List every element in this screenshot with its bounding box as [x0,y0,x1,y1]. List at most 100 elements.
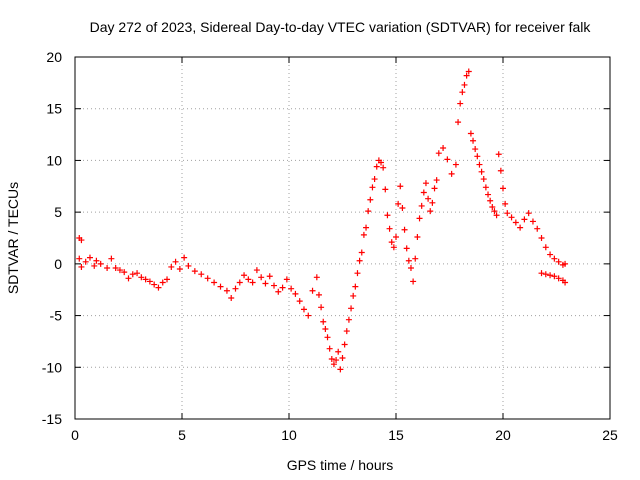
data-point [373,163,380,170]
data-point [358,249,365,256]
data-point [354,270,361,277]
data-point [292,290,299,297]
data-point [395,200,402,207]
data-point [525,210,532,217]
data-point [176,266,183,273]
data-point [76,255,83,262]
data-point [138,274,145,281]
data-point [296,298,303,305]
y-tick-label: 15 [46,101,62,117]
data-point [125,275,132,282]
data-point [345,316,352,323]
data-point [86,254,93,261]
data-point [386,225,393,232]
data-point [502,200,509,207]
y-tick-label: -10 [42,359,62,375]
y-tick-label: 20 [46,49,62,65]
data-point [155,284,162,291]
y-axis: -15 -10 -5 0 5 10 15 20 [42,49,610,427]
x-axis-title: GPS time / hours [287,457,394,473]
data-point [121,269,128,276]
data-point [529,218,536,225]
x-tick-label: 20 [495,427,511,443]
data-point [517,224,524,231]
data-point [397,183,404,190]
data-point [339,354,346,361]
data-point [91,262,98,269]
data-point [168,263,175,270]
y-tick-label: 10 [46,152,62,168]
data-point [350,292,357,299]
data-point [472,146,479,153]
data-point [412,255,419,262]
plot-frame [74,56,611,420]
data-point [328,356,335,363]
grid [75,57,610,419]
data-point [555,258,562,265]
data-point [164,276,171,283]
data-point [463,72,470,79]
data-point [378,159,385,166]
data-point [384,212,391,219]
data-point [427,208,434,215]
data-point [497,167,504,174]
data-point [489,203,496,210]
y-tick-label: 5 [54,204,62,220]
data-point [416,215,423,222]
data-point [241,272,248,279]
data-point [369,184,376,191]
data-point [414,233,421,240]
data-point [271,282,278,289]
data-point [431,185,438,192]
data-point [461,81,468,88]
chart-title: Day 272 of 2023, Sidereal Day-to-day VTE… [90,19,592,35]
data-point [444,156,451,163]
data-point [313,274,320,281]
data-point [495,151,502,158]
data-point [185,262,192,269]
y-tick-label: 0 [54,256,62,272]
data-point [401,226,408,233]
data-point [480,176,487,183]
data-point [410,278,417,285]
data-point [500,185,506,192]
data-point [305,312,312,319]
data-point [97,260,104,267]
data-point [542,244,549,251]
data-point [425,195,432,202]
data-point [465,68,472,75]
x-axis: 0 5 10 15 20 25 [71,57,618,443]
data-point [300,306,307,313]
data-point [363,224,370,231]
data-point [223,287,230,294]
data-point [429,199,436,206]
data-point [485,191,492,198]
data-point [228,294,235,301]
y-tick-label: -15 [42,411,62,427]
data-point [551,255,558,262]
data-point [245,276,252,283]
data-point [390,244,397,251]
data-point [455,119,462,126]
data-point [315,291,322,298]
data-point [422,180,429,187]
data-point [388,239,395,246]
data-point [367,196,374,203]
data-point [181,254,188,261]
data-point [474,153,481,160]
data-point [104,264,111,271]
data-point [534,225,541,232]
data-point [508,214,515,221]
data-point [146,278,153,285]
data-point [318,304,325,311]
data-point [352,283,359,290]
data-point [360,231,367,238]
data-point [420,189,427,196]
x-tick-label: 0 [71,427,79,443]
data-point [457,100,464,107]
data-point [322,326,329,333]
data-point [134,270,141,277]
data-point [341,341,348,348]
data-series [76,68,569,373]
